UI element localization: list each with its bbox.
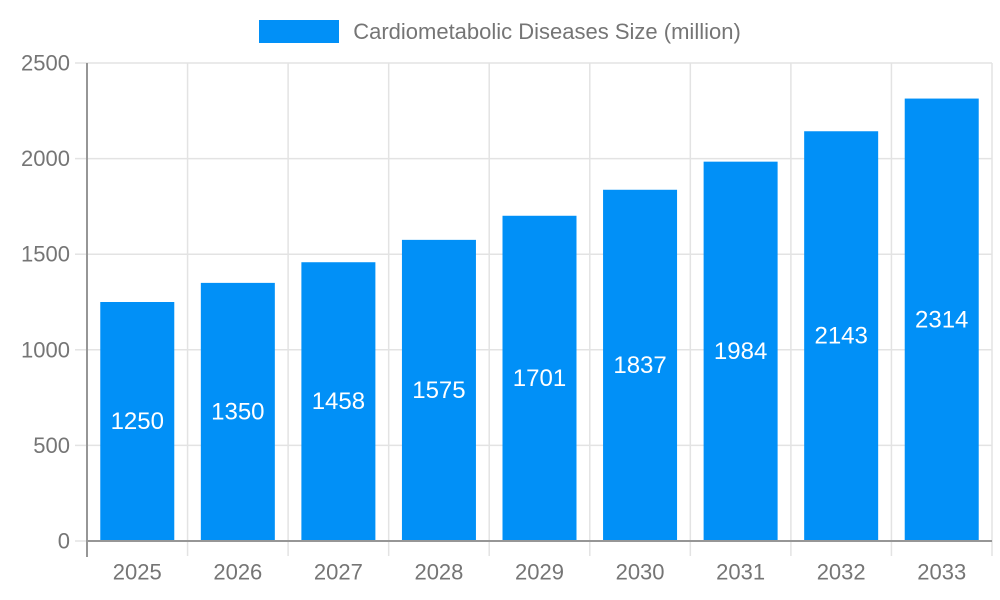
bar-value-label: 1701 [513,365,566,392]
bar-value-label: 1837 [613,352,666,379]
bar-2031[interactable] [703,161,778,542]
bar-2029[interactable] [502,215,577,541]
x-tick-label: 2025 [113,560,162,585]
x-tick-label: 2033 [917,560,966,585]
bar-value-label: 1350 [211,398,264,425]
bar-value-label: 1575 [412,377,465,404]
bar-2025[interactable] [100,302,175,541]
y-tick-label: 2500 [21,51,70,76]
x-tick-label: 2026 [213,560,262,585]
x-tick-label: 2027 [314,560,363,585]
x-tick-label: 2031 [716,560,765,585]
bar-value-label: 1984 [714,338,767,365]
y-tick-label: 1000 [21,337,70,362]
x-tick-label: 2032 [817,560,866,585]
bar-2027[interactable] [301,262,376,541]
y-tick-label: 2000 [21,146,70,171]
bar-value-label: 1458 [312,388,365,415]
bar-value-label: 1250 [111,408,164,435]
legend-swatch[interactable] [259,20,340,43]
bar-2033[interactable] [904,98,979,541]
x-tick-label: 2029 [515,560,564,585]
y-tick-label: 500 [33,433,70,458]
bar-value-label: 2143 [814,323,867,350]
bar-2032[interactable] [804,131,879,541]
legend: Cardiometabolic Diseases Size (million) [0,20,1000,43]
bar-2026[interactable] [200,282,275,541]
bar-2028[interactable] [401,239,476,542]
bar-value-label: 2314 [915,306,968,333]
y-tick-label: 1500 [21,242,70,267]
legend-label: Cardiometabolic Diseases Size (million) [353,18,741,44]
bar-2030[interactable] [603,189,678,541]
x-tick-label: 2028 [414,560,463,585]
x-tick-label: 2030 [616,560,665,585]
y-tick-label: 0 [58,529,70,554]
